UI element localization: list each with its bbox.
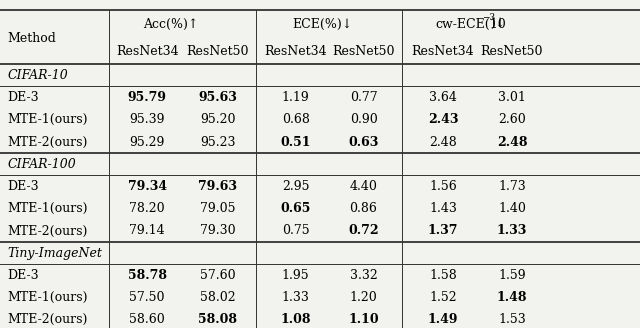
Text: 78.20: 78.20	[129, 202, 165, 215]
Text: ResNet50: ResNet50	[332, 45, 395, 58]
Text: 79.34: 79.34	[127, 180, 167, 193]
Text: 4.40: 4.40	[349, 180, 378, 193]
Text: ResNet34: ResNet34	[412, 45, 474, 58]
Text: 1.58: 1.58	[429, 269, 457, 282]
Text: 57.60: 57.60	[200, 269, 236, 282]
Text: 0.72: 0.72	[348, 224, 379, 237]
Text: 1.20: 1.20	[349, 291, 378, 304]
Text: 0.65: 0.65	[280, 202, 311, 215]
Text: )↓: )↓	[490, 18, 506, 31]
Text: CIFAR-10: CIFAR-10	[8, 69, 68, 82]
Text: ResNet34: ResNet34	[264, 45, 327, 58]
Text: 1.48: 1.48	[497, 291, 527, 304]
Text: 2.48: 2.48	[429, 135, 457, 149]
Text: MTE-1(ours): MTE-1(ours)	[8, 291, 88, 304]
Text: MTE-2(ours): MTE-2(ours)	[8, 224, 88, 237]
Text: 1.40: 1.40	[498, 202, 526, 215]
Text: ResNet34: ResNet34	[116, 45, 179, 58]
Text: Acc(%)↑: Acc(%)↑	[143, 18, 199, 31]
Text: 2.60: 2.60	[498, 113, 526, 126]
Text: ResNet50: ResNet50	[186, 45, 249, 58]
Text: 0.68: 0.68	[282, 113, 310, 126]
Text: 95.63: 95.63	[198, 91, 237, 104]
Text: ECE(%)↓: ECE(%)↓	[292, 18, 353, 31]
Text: 1.43: 1.43	[429, 202, 457, 215]
Text: 95.79: 95.79	[128, 91, 166, 104]
Text: 58.60: 58.60	[129, 313, 165, 326]
Text: 95.29: 95.29	[129, 135, 165, 149]
Text: Tiny-ImageNet: Tiny-ImageNet	[8, 247, 102, 260]
Text: 1.19: 1.19	[282, 91, 310, 104]
Text: 58.02: 58.02	[200, 291, 236, 304]
Text: −3: −3	[482, 13, 495, 22]
Text: 0.86: 0.86	[349, 202, 378, 215]
Text: MTE-2(ours): MTE-2(ours)	[8, 313, 88, 326]
Text: CIFAR-100: CIFAR-100	[8, 158, 76, 171]
Text: 79.05: 79.05	[200, 202, 236, 215]
Text: 1.37: 1.37	[428, 224, 458, 237]
Text: 1.52: 1.52	[429, 291, 457, 304]
Text: 0.77: 0.77	[349, 91, 378, 104]
Text: 0.90: 0.90	[349, 113, 378, 126]
Text: 1.49: 1.49	[428, 313, 458, 326]
Text: 95.39: 95.39	[129, 113, 165, 126]
Text: 0.75: 0.75	[282, 224, 310, 237]
Text: 79.63: 79.63	[198, 180, 237, 193]
Text: 2.43: 2.43	[428, 113, 458, 126]
Text: 3.01: 3.01	[498, 91, 526, 104]
Text: 3.32: 3.32	[349, 269, 378, 282]
Text: 1.53: 1.53	[498, 313, 526, 326]
Text: 1.33: 1.33	[497, 224, 527, 237]
Text: 1.10: 1.10	[348, 313, 379, 326]
Text: 1.56: 1.56	[429, 180, 457, 193]
Text: 57.50: 57.50	[129, 291, 165, 304]
Text: DE-3: DE-3	[8, 180, 39, 193]
Text: MTE-1(ours): MTE-1(ours)	[8, 113, 88, 126]
Text: 58.78: 58.78	[128, 269, 166, 282]
Text: 0.63: 0.63	[348, 135, 379, 149]
Text: 2.48: 2.48	[497, 135, 527, 149]
Text: 1.73: 1.73	[498, 180, 526, 193]
Text: 2.95: 2.95	[282, 180, 309, 193]
Text: ResNet50: ResNet50	[481, 45, 543, 58]
Text: 95.20: 95.20	[200, 113, 236, 126]
Text: 79.14: 79.14	[129, 224, 165, 237]
Text: 3.64: 3.64	[429, 91, 457, 104]
Text: 58.08: 58.08	[198, 313, 237, 326]
Text: DE-3: DE-3	[8, 269, 39, 282]
Text: MTE-1(ours): MTE-1(ours)	[8, 202, 88, 215]
Text: cw-ECE(10: cw-ECE(10	[436, 18, 507, 31]
Text: 1.33: 1.33	[282, 291, 310, 304]
Text: 0.51: 0.51	[280, 135, 311, 149]
Text: 95.23: 95.23	[200, 135, 236, 149]
Text: DE-3: DE-3	[8, 91, 39, 104]
Text: 1.08: 1.08	[280, 313, 311, 326]
Text: Method: Method	[8, 31, 56, 45]
Text: 1.59: 1.59	[498, 269, 526, 282]
Text: 1.95: 1.95	[282, 269, 310, 282]
Text: 79.30: 79.30	[200, 224, 236, 237]
Text: MTE-2(ours): MTE-2(ours)	[8, 135, 88, 149]
